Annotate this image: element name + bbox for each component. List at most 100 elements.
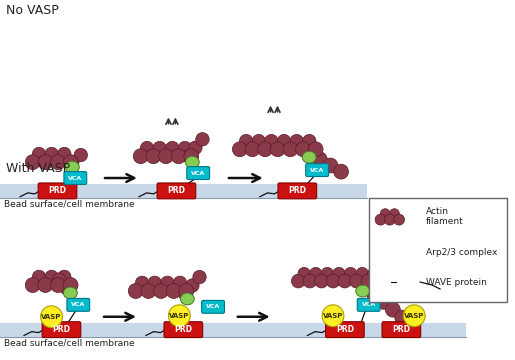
Text: With VASP: With VASP [6, 162, 70, 175]
Circle shape [356, 267, 368, 280]
Text: PRD: PRD [336, 325, 354, 334]
Ellipse shape [63, 287, 77, 299]
FancyBboxPatch shape [64, 172, 87, 184]
Circle shape [283, 142, 298, 157]
Ellipse shape [65, 161, 79, 173]
Circle shape [159, 149, 174, 164]
Ellipse shape [383, 245, 402, 260]
Text: PRD: PRD [399, 278, 417, 287]
FancyBboxPatch shape [164, 322, 203, 338]
Text: PRD: PRD [48, 186, 66, 195]
Circle shape [53, 273, 66, 286]
Text: VCA: VCA [71, 302, 85, 307]
Circle shape [148, 276, 161, 289]
FancyBboxPatch shape [373, 276, 392, 288]
Circle shape [153, 141, 166, 155]
Circle shape [38, 278, 53, 292]
Circle shape [63, 278, 78, 292]
Bar [0, 184, 367, 198]
Circle shape [321, 267, 334, 280]
Circle shape [166, 141, 179, 155]
Text: Bead surface/cell membrane: Bead surface/cell membrane [4, 200, 134, 209]
Circle shape [186, 279, 199, 292]
Circle shape [290, 134, 303, 148]
Circle shape [357, 279, 372, 293]
Circle shape [171, 149, 186, 164]
Circle shape [60, 281, 73, 295]
Circle shape [58, 270, 71, 284]
Circle shape [184, 149, 199, 164]
Circle shape [74, 148, 88, 162]
Ellipse shape [356, 285, 370, 297]
FancyBboxPatch shape [357, 298, 380, 311]
Text: VASP: VASP [169, 313, 190, 319]
Circle shape [58, 147, 71, 161]
FancyBboxPatch shape [42, 322, 81, 338]
Circle shape [303, 274, 317, 288]
Circle shape [174, 276, 186, 289]
Circle shape [345, 267, 357, 280]
Circle shape [232, 142, 247, 157]
FancyBboxPatch shape [306, 164, 329, 176]
Ellipse shape [185, 156, 199, 168]
Circle shape [38, 155, 53, 170]
Circle shape [135, 276, 149, 289]
Circle shape [368, 267, 380, 280]
Circle shape [188, 141, 202, 154]
Circle shape [239, 134, 253, 148]
Circle shape [179, 287, 192, 301]
FancyBboxPatch shape [278, 183, 317, 199]
Circle shape [45, 270, 58, 284]
Circle shape [323, 158, 338, 173]
Text: PRD: PRD [288, 186, 306, 195]
Circle shape [32, 147, 46, 161]
Text: No VASP: No VASP [6, 4, 59, 17]
Circle shape [327, 274, 340, 288]
Circle shape [334, 164, 349, 179]
Circle shape [322, 305, 344, 327]
Circle shape [182, 149, 195, 163]
Circle shape [196, 132, 209, 146]
Circle shape [153, 284, 168, 298]
Text: PRD: PRD [392, 325, 410, 334]
Circle shape [350, 274, 363, 288]
Circle shape [361, 274, 375, 288]
Circle shape [333, 267, 345, 280]
Circle shape [313, 152, 327, 167]
Circle shape [252, 134, 265, 148]
Text: VCA: VCA [310, 168, 324, 172]
Text: VASP: VASP [404, 313, 424, 319]
FancyBboxPatch shape [157, 183, 196, 199]
FancyBboxPatch shape [187, 167, 210, 180]
Circle shape [385, 302, 400, 317]
FancyBboxPatch shape [202, 300, 225, 313]
Text: Bead surface/cell membrane: Bead surface/cell membrane [4, 338, 134, 347]
Circle shape [338, 274, 352, 288]
Circle shape [258, 142, 272, 157]
Circle shape [296, 142, 311, 157]
Circle shape [178, 141, 192, 155]
Circle shape [291, 274, 305, 288]
Circle shape [128, 284, 143, 298]
Circle shape [141, 284, 156, 298]
Circle shape [380, 209, 390, 219]
Text: Actin
filament: Actin filament [426, 207, 464, 226]
Circle shape [395, 310, 410, 325]
Text: VCA: VCA [375, 280, 390, 284]
Circle shape [141, 141, 154, 155]
FancyBboxPatch shape [325, 322, 364, 338]
Circle shape [63, 155, 78, 170]
FancyBboxPatch shape [382, 322, 421, 338]
Circle shape [298, 267, 310, 280]
Circle shape [389, 209, 399, 219]
FancyBboxPatch shape [38, 183, 77, 199]
Ellipse shape [180, 293, 194, 305]
Circle shape [161, 276, 174, 289]
Circle shape [50, 155, 65, 170]
Circle shape [308, 142, 323, 157]
Circle shape [179, 284, 194, 298]
Circle shape [265, 134, 278, 148]
Circle shape [278, 134, 291, 148]
Text: VASP: VASP [41, 314, 62, 320]
Circle shape [168, 305, 190, 327]
